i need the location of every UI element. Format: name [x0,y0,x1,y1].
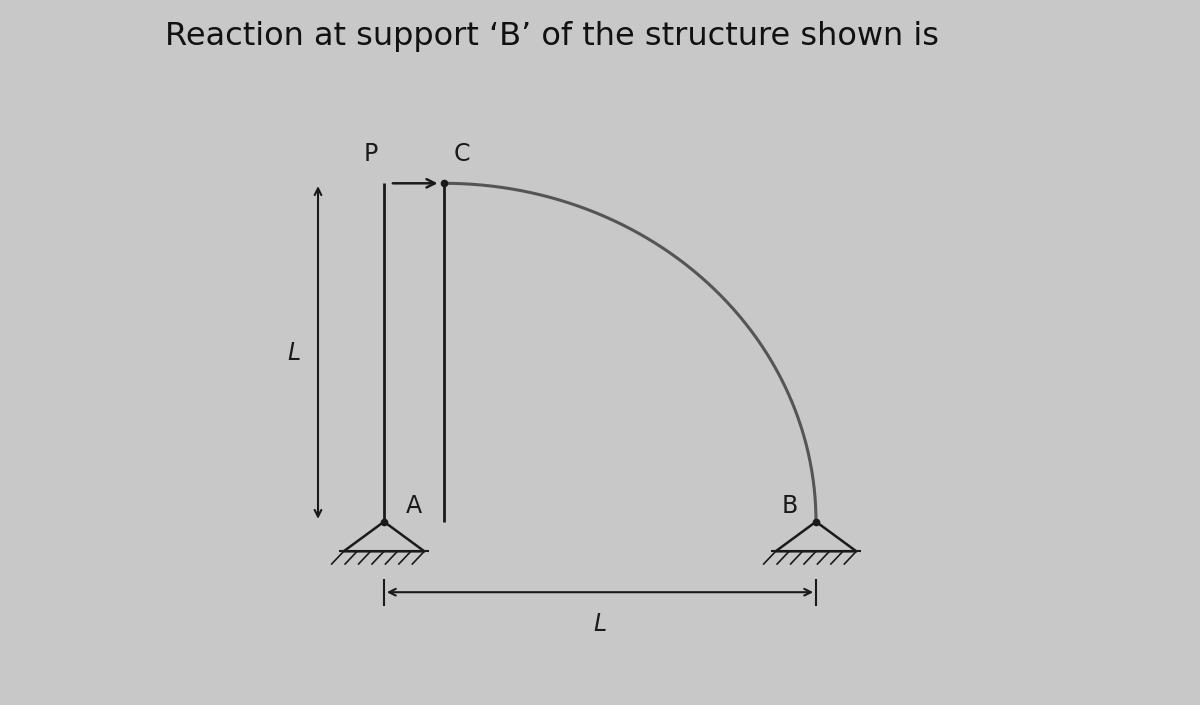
Text: Reaction at support ‘B’ of the structure shown is: Reaction at support ‘B’ of the structure… [166,21,940,52]
Text: B: B [781,494,798,518]
Text: L: L [594,612,606,636]
Text: A: A [406,494,421,518]
Text: L: L [288,341,300,364]
Text: C: C [454,142,470,166]
Text: P: P [364,142,378,166]
